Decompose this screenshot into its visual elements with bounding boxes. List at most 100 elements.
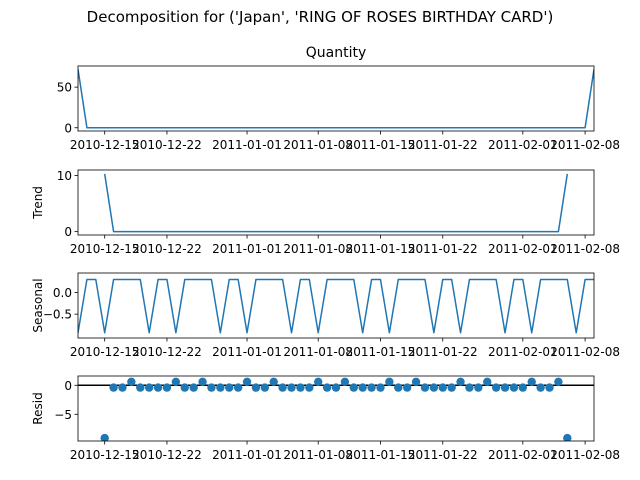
resid-point <box>189 383 198 392</box>
resid-point <box>225 383 234 392</box>
resid-point <box>483 377 492 387</box>
resid-point <box>118 383 127 392</box>
resid-point <box>438 383 447 392</box>
resid-point <box>456 377 465 387</box>
resid-point <box>465 383 474 392</box>
resid-point <box>420 383 430 392</box>
resid-point <box>314 377 323 387</box>
resid-point <box>447 383 456 392</box>
resid-xtick-label: 2010-12-22 <box>132 448 202 462</box>
trend-data <box>103 173 569 233</box>
trend-xtick-label: 2010-12-22 <box>132 242 202 256</box>
resid-point <box>367 383 376 392</box>
resid-point <box>171 377 181 387</box>
seasonal-xtick-label: 2011-01-22 <box>408 345 478 359</box>
seasonal-data <box>78 278 594 334</box>
resid-ytick-label: 0 <box>64 379 72 393</box>
seasonal-axes-frame <box>77 272 595 339</box>
resid-point <box>153 383 163 392</box>
resid-point <box>269 377 278 387</box>
resid-point <box>402 383 412 392</box>
quantity-xtick-label: 2011-02-01 <box>488 138 558 152</box>
resid-xtick-label: 2011-01-08 <box>283 448 353 462</box>
seasonal-ytick-label: 0.0 <box>53 286 72 300</box>
resid-point <box>162 383 172 392</box>
seasonal-ylabel: Seasonal <box>31 278 45 332</box>
resid-point <box>127 377 136 387</box>
resid-point <box>251 383 261 392</box>
resid-xtick-label: 2010-12-15 <box>70 448 140 462</box>
trend-xtick-label: 2011-01-15 <box>346 242 416 256</box>
resid-point <box>100 433 109 441</box>
resid-point <box>233 383 243 392</box>
quantity-ytick-label: 0 <box>64 121 72 135</box>
resid-point <box>491 383 501 392</box>
resid-point <box>260 383 270 392</box>
quantity-xtick-label: 2011-01-08 <box>283 138 353 152</box>
resid-xtick-label: 2011-02-01 <box>488 448 558 462</box>
resid-point <box>296 383 305 392</box>
resid-xtick-label: 2011-01-15 <box>346 448 416 462</box>
seasonal-xtick-label: 2011-01-08 <box>283 345 353 359</box>
resid-point <box>109 383 118 392</box>
resid-point <box>429 383 439 392</box>
trend-xtick-label: 2010-12-15 <box>70 242 140 256</box>
resid-ylabel: Resid <box>31 392 45 424</box>
resid-axes-frame <box>77 375 595 442</box>
resid-point <box>287 383 296 392</box>
seasonal-xtick-label: 2011-02-08 <box>550 345 620 359</box>
trend-series-line <box>103 173 569 233</box>
resid-xtick-label: 2011-01-22 <box>408 448 478 462</box>
quantity-xtick-label: 2011-01-22 <box>408 138 478 152</box>
trend-axes-frame <box>77 169 595 236</box>
resid-point <box>242 377 252 387</box>
resid-point <box>554 377 563 387</box>
seasonal-xtick-label: 2011-01-01 <box>212 345 282 359</box>
resid-point <box>411 377 421 387</box>
trend-xtick-label: 2011-02-01 <box>488 242 558 256</box>
resid-point <box>349 383 358 392</box>
resid-point <box>500 383 510 392</box>
resid-point <box>331 383 341 392</box>
resid-point <box>536 383 545 392</box>
quantity-data <box>78 69 594 129</box>
seasonal-ytick-label: −0.5 <box>43 308 72 322</box>
resid-point <box>358 383 367 392</box>
resid-point <box>216 383 225 392</box>
resid-point <box>305 383 314 392</box>
resid-point <box>394 383 403 392</box>
trend-ytick-label: 10 <box>57 169 72 183</box>
resid-point <box>527 377 536 387</box>
quantity-xtick-label: 2011-01-15 <box>346 138 416 152</box>
resid-point <box>207 383 216 392</box>
resid-point <box>180 383 189 392</box>
seasonal-xtick-label: 2010-12-22 <box>132 345 202 359</box>
trend-ytick-label: 0 <box>64 225 72 239</box>
resid-ytick-label: −5 <box>54 408 72 422</box>
resid-point <box>340 377 350 387</box>
trend-xtick-label: 2011-01-01 <box>212 242 282 256</box>
quantity-xtick-label: 2011-01-01 <box>212 138 282 152</box>
resid-point <box>545 383 554 392</box>
resid-point <box>518 383 528 392</box>
resid-xtick-label: 2011-02-08 <box>550 448 620 462</box>
resid-point <box>322 383 332 392</box>
trend-xtick-label: 2011-01-08 <box>283 242 353 256</box>
seasonal-xtick-label: 2011-02-01 <box>488 345 558 359</box>
quantity-series-line <box>78 69 594 129</box>
trend-xtick-label: 2011-01-22 <box>408 242 478 256</box>
trend-xtick-label: 2011-02-08 <box>550 242 620 256</box>
resid-point <box>474 383 483 392</box>
resid-point <box>376 383 385 392</box>
resid-xtick-label: 2011-01-01 <box>212 448 282 462</box>
resid-point <box>563 433 572 441</box>
quantity-xtick-label: 2010-12-22 <box>132 138 202 152</box>
resid-point <box>278 383 287 392</box>
seasonal-xtick-label: 2010-12-15 <box>70 345 140 359</box>
resid-point <box>385 377 394 387</box>
